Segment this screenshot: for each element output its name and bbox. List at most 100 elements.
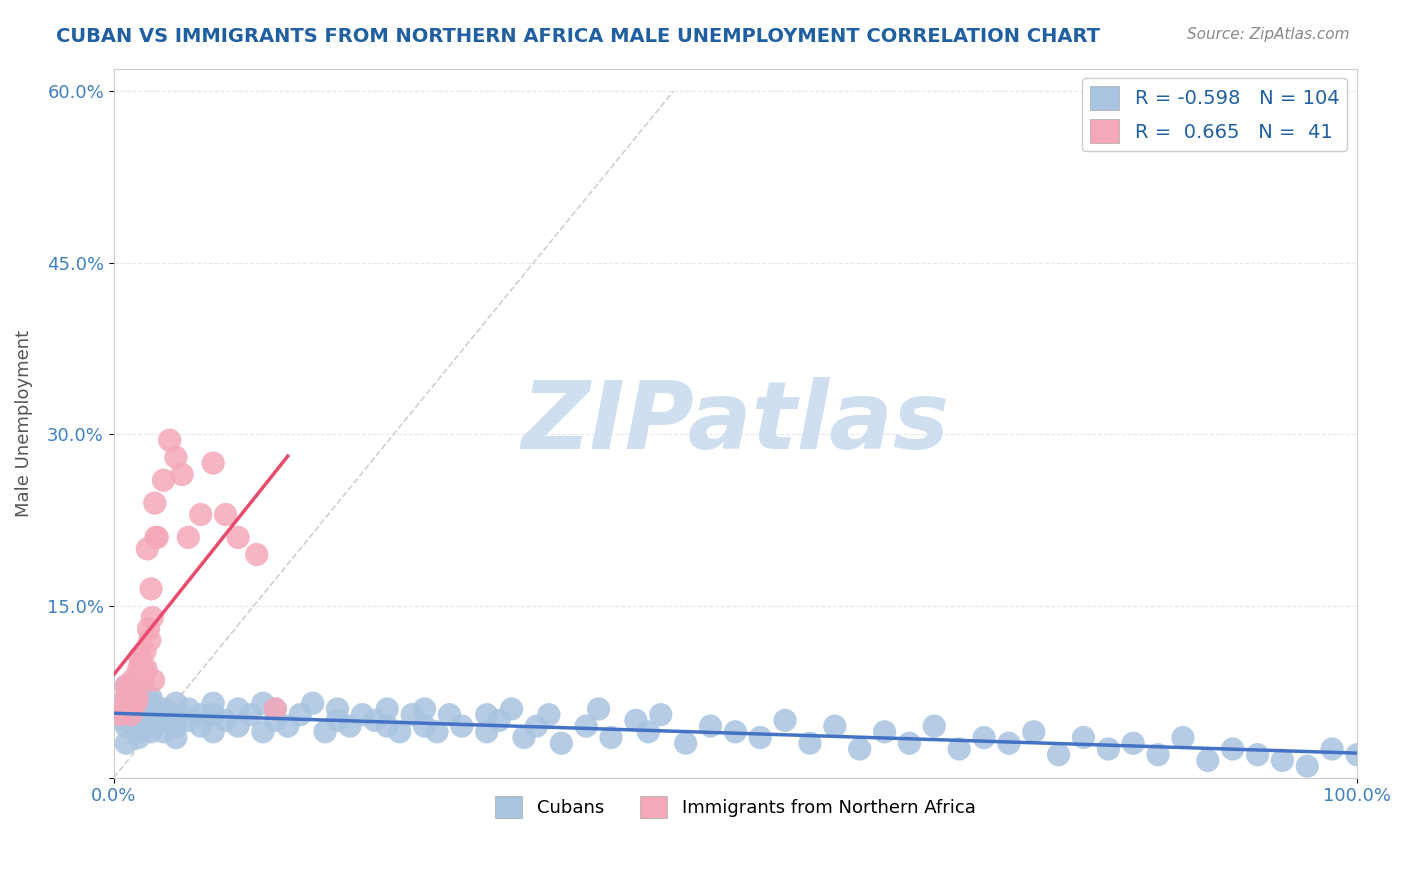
Point xyxy=(172,467,194,482)
Point xyxy=(375,702,398,716)
Point xyxy=(202,456,225,470)
Point xyxy=(115,679,138,693)
Point xyxy=(202,696,225,710)
Point xyxy=(122,685,145,699)
Point xyxy=(277,719,299,733)
Point xyxy=(214,714,236,728)
Point xyxy=(131,662,153,676)
Point xyxy=(290,707,312,722)
Point xyxy=(177,702,200,716)
Point xyxy=(1047,747,1070,762)
Point xyxy=(115,690,138,705)
Point xyxy=(898,736,921,750)
Point xyxy=(146,530,169,544)
Point xyxy=(339,719,361,733)
Point xyxy=(108,707,131,722)
Point xyxy=(139,707,162,722)
Point xyxy=(537,707,560,722)
Point xyxy=(115,707,138,722)
Point xyxy=(450,719,472,733)
Point xyxy=(115,719,138,733)
Point xyxy=(165,731,187,745)
Point xyxy=(128,702,150,716)
Point xyxy=(165,696,187,710)
Point xyxy=(202,707,225,722)
Point xyxy=(1147,747,1170,762)
Point xyxy=(246,548,269,562)
Point xyxy=(112,702,135,716)
Point xyxy=(848,742,870,756)
Point xyxy=(264,702,287,716)
Point xyxy=(115,679,138,693)
Point xyxy=(252,724,274,739)
Point xyxy=(1271,753,1294,767)
Point xyxy=(128,650,150,665)
Point xyxy=(1222,742,1244,756)
Point xyxy=(439,707,461,722)
Point xyxy=(165,450,187,465)
Point xyxy=(226,719,249,733)
Point xyxy=(326,702,349,716)
Point xyxy=(132,673,155,688)
Point xyxy=(1122,736,1144,750)
Point xyxy=(1346,747,1368,762)
Point xyxy=(139,690,162,705)
Point xyxy=(145,530,167,544)
Point xyxy=(159,433,181,447)
Y-axis label: Male Unemployment: Male Unemployment xyxy=(15,329,32,516)
Point xyxy=(252,696,274,710)
Point xyxy=(118,685,141,699)
Point xyxy=(264,714,287,728)
Point xyxy=(1246,747,1268,762)
Point xyxy=(513,731,536,745)
Point xyxy=(136,541,159,556)
Point xyxy=(115,736,138,750)
Point xyxy=(128,724,150,739)
Text: ZIPatlas: ZIPatlas xyxy=(522,377,949,469)
Point xyxy=(139,719,162,733)
Point xyxy=(675,736,697,750)
Point xyxy=(177,530,200,544)
Point xyxy=(152,707,174,722)
Point xyxy=(699,719,721,733)
Legend: Cubans, Immigrants from Northern Africa: Cubans, Immigrants from Northern Africa xyxy=(488,789,983,825)
Point xyxy=(226,702,249,716)
Point xyxy=(1296,759,1319,773)
Point xyxy=(128,667,150,681)
Point xyxy=(973,731,995,745)
Point xyxy=(177,714,200,728)
Point xyxy=(143,496,166,510)
Point xyxy=(121,690,143,705)
Point xyxy=(121,673,143,688)
Point xyxy=(1073,731,1095,745)
Text: CUBAN VS IMMIGRANTS FROM NORTHERN AFRICA MALE UNEMPLOYMENT CORRELATION CHART: CUBAN VS IMMIGRANTS FROM NORTHERN AFRICA… xyxy=(56,27,1101,45)
Point xyxy=(115,690,138,705)
Point xyxy=(128,719,150,733)
Point xyxy=(264,702,287,716)
Point xyxy=(128,707,150,722)
Point xyxy=(165,707,187,722)
Point xyxy=(124,679,146,693)
Point xyxy=(152,724,174,739)
Point xyxy=(139,724,162,739)
Point xyxy=(190,508,212,522)
Point xyxy=(139,696,162,710)
Point xyxy=(600,731,623,745)
Point xyxy=(226,530,249,544)
Point xyxy=(128,714,150,728)
Point xyxy=(873,724,896,739)
Point xyxy=(1171,731,1194,745)
Point xyxy=(475,707,498,722)
Point xyxy=(128,662,150,676)
Point xyxy=(388,724,411,739)
Point xyxy=(120,707,142,722)
Point xyxy=(118,696,141,710)
Text: Source: ZipAtlas.com: Source: ZipAtlas.com xyxy=(1187,27,1350,42)
Point xyxy=(650,707,672,722)
Point xyxy=(301,696,323,710)
Point xyxy=(799,736,821,750)
Point xyxy=(413,719,436,733)
Point xyxy=(364,714,387,728)
Point xyxy=(138,622,160,636)
Point xyxy=(501,702,523,716)
